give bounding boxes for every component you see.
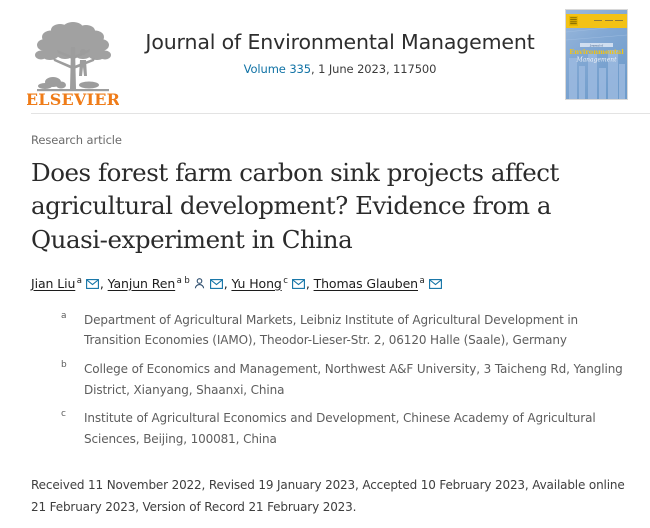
envelope-icon[interactable] <box>291 278 305 289</box>
envelope-icon[interactable] <box>209 278 223 289</box>
journal-header: ELSEVIER Journal of Environmental Manage… <box>0 0 650 114</box>
page-title: Does forest farm carbon sink projects af… <box>31 158 559 254</box>
author-separator: , <box>223 275 228 291</box>
svg-text:Environmental: Environmental <box>569 48 624 56</box>
envelope-icon[interactable] <box>85 278 99 289</box>
affiliation-item: b College of Economics and Management, No… <box>31 359 637 400</box>
affiliation-text: Department of Agricultural Markets, Leib… <box>84 312 579 348</box>
journal-title: Journal of Environmental Management <box>145 30 535 54</box>
issue-rest: , 1 June 2023, 117500 <box>311 61 437 76</box>
affiliation-item: c Institute of Agricultural Economics and… <box>31 408 637 449</box>
svg-text:Management: Management <box>575 56 617 63</box>
svg-text:ELSEVIER: ELSEVIER <box>27 90 119 106</box>
author-affil-marks: a <box>419 275 425 286</box>
author-affil-marks: a <box>76 275 82 286</box>
affiliation-text: Institute of Agricultural Economics and … <box>84 411 596 446</box>
affiliation-mark: b <box>61 359 67 370</box>
header-divider <box>31 113 650 114</box>
journal-identity: Journal of Environmental Management Volu… <box>130 30 550 76</box>
journal-cover-thumbnail[interactable]: Journal of Environmental Management <box>565 9 628 100</box>
affiliation-mark: a <box>61 310 67 321</box>
affiliation-list: a Department of Agricultural Markets, Lei… <box>31 310 637 450</box>
article-history: Received 11 November 2022, Revised 19 Ja… <box>31 478 625 514</box>
affiliation-mark: c <box>61 409 66 420</box>
person-icon[interactable] <box>194 278 205 289</box>
volume-link[interactable]: Volume 335 <box>243 61 311 76</box>
svg-text:Journal of: Journal of <box>589 43 604 47</box>
elsevier-logo[interactable]: ELSEVIER <box>27 11 119 106</box>
author-affil-marks: c <box>283 275 288 286</box>
author-separator: , <box>99 275 104 291</box>
affiliation-item: a Department of Agricultural Markets, Lei… <box>31 310 637 351</box>
envelope-icon[interactable] <box>428 278 442 289</box>
author-separator: , <box>305 275 310 291</box>
article-type-label: Research article <box>31 133 122 147</box>
author-list: Jian Liu a, Yanjun Ren a b, Yu Hong c, Thom… <box>31 275 650 294</box>
author-name[interactable]: Jian Liu <box>31 275 76 291</box>
author-name[interactable]: Thomas Glauben <box>313 275 419 291</box>
author-affil-marks: a b <box>176 275 190 286</box>
issue-line: Volume 335, 1 June 2023, 117500 <box>130 62 550 76</box>
author-name[interactable]: Yanjun Ren <box>107 275 176 291</box>
affiliation-text: College of Economics and Management, Nor… <box>84 361 623 397</box>
article-header: Research article Does forest farm carbon… <box>0 133 650 518</box>
author-name[interactable]: Yu Hong <box>231 275 282 291</box>
